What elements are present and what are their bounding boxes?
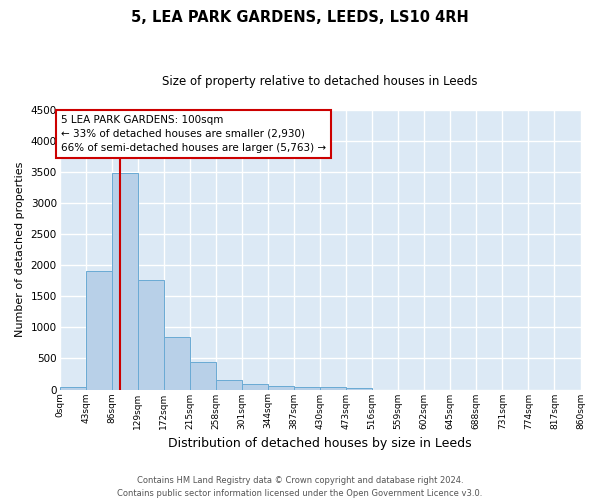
Bar: [320, 388, 346, 390]
Bar: [190, 362, 216, 390]
Title: Size of property relative to detached houses in Leeds: Size of property relative to detached ho…: [162, 75, 478, 88]
Text: 5, LEA PARK GARDENS, LEEDS, LS10 4RH: 5, LEA PARK GARDENS, LEEDS, LS10 4RH: [131, 10, 469, 25]
Bar: [86, 272, 112, 390]
Bar: [138, 280, 164, 390]
Bar: [59, 387, 86, 390]
Text: 5 LEA PARK GARDENS: 100sqm
← 33% of detached houses are smaller (2,930)
66% of s: 5 LEA PARK GARDENS: 100sqm ← 33% of deta…: [61, 115, 326, 153]
Bar: [112, 174, 138, 390]
X-axis label: Distribution of detached houses by size in Leeds: Distribution of detached houses by size …: [168, 437, 472, 450]
Bar: [216, 380, 242, 390]
Bar: [164, 338, 190, 390]
Bar: [294, 386, 320, 390]
Bar: [242, 384, 268, 390]
Text: Contains HM Land Registry data © Crown copyright and database right 2024.
Contai: Contains HM Land Registry data © Crown c…: [118, 476, 482, 498]
Bar: [268, 386, 294, 390]
Bar: [346, 388, 372, 390]
Y-axis label: Number of detached properties: Number of detached properties: [15, 162, 25, 338]
